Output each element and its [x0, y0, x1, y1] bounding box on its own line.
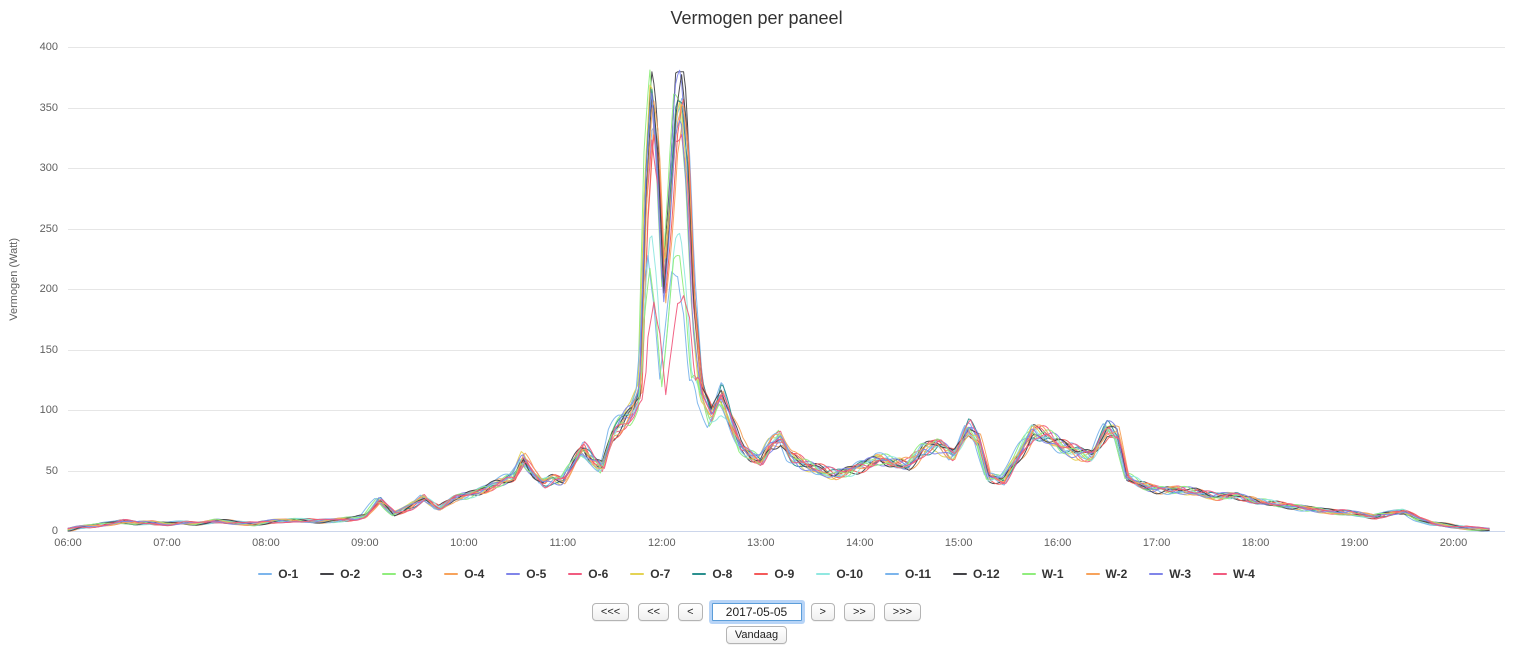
x-tick-label: 09:00 [351, 537, 379, 549]
legend-label: O-6 [588, 567, 609, 581]
legend-label: O-10 [836, 567, 864, 581]
legend-line-marker [444, 573, 459, 575]
legend-item-O-5[interactable]: O-5 [506, 567, 546, 581]
legend-line-marker [630, 573, 645, 575]
x-tick-label: 11:00 [549, 537, 577, 549]
legend-item-W-3[interactable]: W-3 [1149, 567, 1191, 581]
x-tick-label: 10:00 [450, 537, 478, 549]
x-tick-label: 14:00 [845, 537, 874, 549]
legend-label: O-3 [402, 567, 423, 581]
legend: O-1 O-2 O-3 O-4 O-5 O-6 O-7 O-8 O-9 O-10 O-11 O-12 W… [0, 567, 1513, 581]
legend-item-O-12[interactable]: O-12 [953, 567, 1000, 581]
legend-line-marker [506, 573, 521, 575]
legend-item-O-1[interactable]: O-1 [258, 567, 298, 581]
legend-item-W-1[interactable]: W-1 [1021, 567, 1064, 581]
legend-label: W-4 [1233, 567, 1255, 581]
x-tick-label: 17:00 [1142, 537, 1171, 549]
x-tick-label: 19:00 [1340, 537, 1369, 549]
legend-line-marker [1213, 573, 1228, 575]
legend-label: O-5 [526, 567, 547, 581]
legend-item-O-7[interactable]: O-7 [630, 567, 670, 581]
x-tick-label: 07:00 [153, 537, 181, 549]
nav-back-button[interactable]: < [678, 603, 703, 621]
legend-line-marker [1149, 573, 1164, 575]
legend-line-marker [1021, 573, 1036, 575]
legend-line-marker [1085, 573, 1100, 575]
y-tick-label: 250 [39, 222, 58, 235]
legend-line-marker [692, 573, 707, 575]
legend-label: O-9 [774, 567, 795, 581]
legend-line-marker [320, 573, 335, 575]
legend-item-W-2[interactable]: W-2 [1085, 567, 1128, 581]
legend-item-O-11[interactable]: O-11 [885, 567, 931, 581]
y-tick-label: 200 [39, 283, 58, 295]
legend-label: W-1 [1041, 567, 1064, 581]
date-navigation: <<< << < > >> >>> [0, 603, 1513, 621]
date-input[interactable] [711, 603, 802, 621]
legend-item-W-4[interactable]: W-4 [1213, 567, 1255, 581]
legend-item-O-6[interactable]: O-6 [568, 567, 608, 581]
x-tick-label: 13:00 [747, 537, 775, 549]
x-tick-label: 06:00 [54, 537, 82, 549]
y-tick-label: 300 [39, 162, 58, 174]
legend-label: W-2 [1105, 567, 1128, 581]
x-tick-label: 16:00 [1043, 537, 1072, 549]
legend-label: O-2 [340, 567, 361, 581]
x-tick-label: 15:00 [944, 537, 973, 549]
legend-item-O-9[interactable]: O-9 [754, 567, 794, 581]
legend-label: O-12 [973, 567, 1000, 581]
legend-line-marker [382, 573, 397, 575]
legend-label: O-1 [278, 567, 299, 581]
y-tick-label: 400 [39, 41, 58, 53]
legend-line-marker [885, 573, 900, 575]
legend-label: O-11 [905, 567, 932, 581]
x-tick-label: 20:00 [1439, 537, 1468, 549]
nav-fast-back-button[interactable]: << [638, 603, 670, 621]
nav-fastest-back-button[interactable]: <<< [591, 603, 630, 621]
legend-line-marker [258, 573, 273, 575]
legend-item-O-8[interactable]: O-8 [692, 567, 732, 581]
x-tick-label: 08:00 [252, 537, 280, 549]
nav-fastest-forward-button[interactable]: >>> [883, 603, 922, 621]
legend-item-O-4[interactable]: O-4 [444, 567, 484, 581]
legend-line-marker [953, 573, 968, 575]
nav-forward-button[interactable]: > [810, 603, 835, 621]
x-tick-label: 12:00 [648, 537, 676, 549]
legend-item-O-10[interactable]: O-10 [816, 567, 863, 581]
legend-label: O-7 [650, 567, 671, 581]
y-tick-label: 150 [39, 343, 58, 356]
y-tick-label: 0 [51, 525, 58, 537]
legend-item-O-3[interactable]: O-3 [382, 567, 422, 581]
y-tick-label: 100 [39, 404, 58, 416]
plot-canvas [0, 0, 1513, 545]
legend-line-marker [754, 573, 769, 575]
legend-label: W-3 [1169, 567, 1192, 581]
nav-fast-forward-button[interactable]: >> [843, 603, 875, 621]
legend-label: O-4 [464, 567, 485, 581]
legend-item-O-2[interactable]: O-2 [320, 567, 360, 581]
today-button[interactable]: Vandaag [725, 626, 788, 644]
legend-line-marker [816, 573, 831, 575]
y-tick-label: 50 [45, 464, 58, 477]
legend-line-marker [568, 573, 583, 575]
legend-label: O-8 [712, 567, 733, 581]
x-tick-label: 18:00 [1241, 537, 1270, 549]
today-row: Vandaag [0, 626, 1513, 644]
y-tick-label: 350 [39, 101, 58, 114]
